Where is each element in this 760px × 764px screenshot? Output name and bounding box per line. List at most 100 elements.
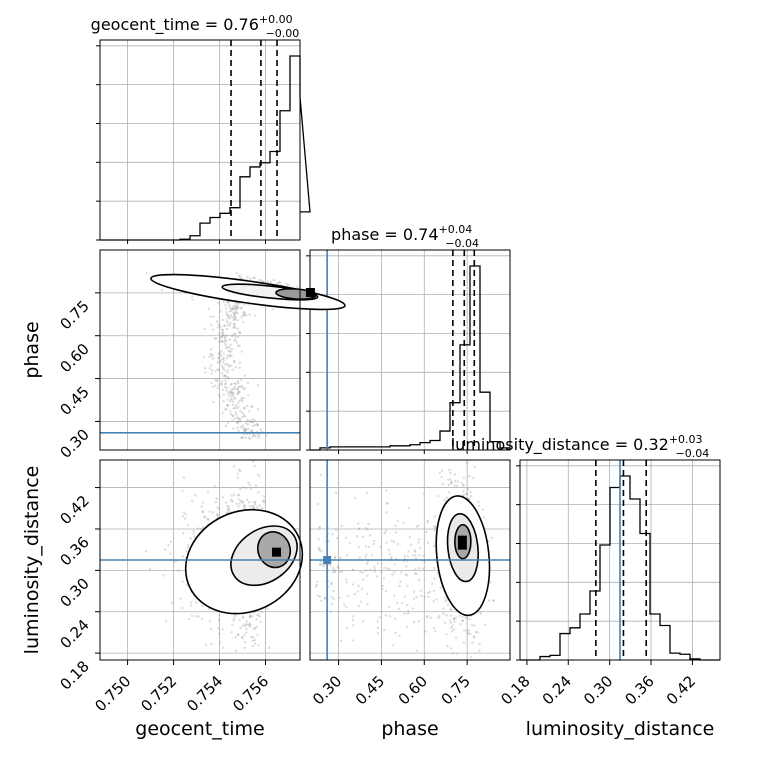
sample-point — [316, 594, 319, 597]
sample-point — [478, 643, 481, 646]
sample-point — [223, 385, 227, 389]
sample-point — [227, 349, 230, 352]
sample-point — [170, 601, 173, 604]
sample-point — [473, 624, 476, 627]
sample-point — [428, 590, 432, 593]
sample-point — [249, 615, 252, 618]
sample-point — [253, 642, 257, 645]
sample-point — [243, 428, 246, 431]
sample-point — [351, 568, 355, 572]
sample-point — [243, 374, 247, 377]
sample-point — [217, 356, 220, 359]
sample-point — [224, 379, 227, 382]
sample-point — [217, 326, 220, 329]
sample-point — [211, 385, 214, 389]
sample-point — [417, 538, 421, 541]
sample-point — [208, 355, 211, 358]
sample-point — [426, 519, 430, 523]
sample-point — [445, 614, 448, 617]
sample-point — [236, 344, 240, 347]
sample-point — [318, 526, 321, 529]
sample-point — [249, 613, 252, 616]
sample-point — [232, 326, 235, 329]
sample-point — [239, 410, 242, 413]
sample-point — [405, 603, 409, 607]
sample-point — [200, 505, 203, 508]
sample-point — [249, 420, 252, 423]
sample-point — [489, 581, 492, 584]
sample-point — [345, 554, 349, 557]
sample-point — [339, 570, 342, 573]
sample-point — [244, 415, 247, 418]
sample-point — [210, 642, 213, 646]
sample-point — [229, 383, 232, 386]
sample-point — [226, 323, 229, 327]
sample-point — [219, 641, 222, 644]
sample-point — [228, 306, 232, 309]
sample-point — [384, 590, 388, 593]
sample-point — [204, 367, 207, 370]
sample-point — [388, 567, 391, 571]
sample-point — [470, 655, 473, 659]
sample-point — [422, 554, 425, 558]
sample-point — [217, 357, 221, 360]
sample-point — [351, 583, 355, 586]
sample-point — [204, 643, 208, 646]
sample-point — [450, 630, 454, 633]
sample-point — [230, 395, 233, 398]
sample-point — [465, 617, 469, 620]
sample-point — [218, 614, 221, 617]
sample-point — [487, 599, 491, 602]
sample-point — [220, 335, 223, 338]
sample-point — [224, 375, 227, 379]
sample-point — [388, 615, 392, 618]
sample-point — [426, 521, 429, 524]
sample-point — [228, 315, 231, 318]
sample-point — [358, 527, 361, 530]
sample-point — [224, 424, 227, 428]
sample-point — [253, 423, 257, 427]
sample-point — [243, 313, 246, 317]
sample-point — [221, 496, 225, 499]
sample-point — [237, 493, 240, 496]
sample-point — [236, 306, 239, 309]
sample-point — [233, 333, 237, 336]
sample-point — [214, 379, 217, 382]
sample-point — [366, 592, 369, 595]
sample-point — [243, 311, 247, 314]
sample-point — [388, 553, 392, 556]
sample-point — [257, 644, 260, 647]
sample-point — [336, 565, 339, 568]
sample-point — [235, 311, 238, 314]
sample-point — [237, 381, 240, 384]
sample-point — [237, 633, 240, 637]
sample-point — [464, 492, 467, 496]
sample-point — [241, 500, 245, 503]
sample-point — [226, 421, 230, 424]
sample-point — [398, 584, 401, 588]
sample-point — [414, 554, 417, 557]
sample-point — [245, 486, 248, 490]
sample-point — [225, 357, 228, 360]
sample-point — [253, 627, 256, 631]
panel-border — [99, 459, 301, 661]
sample-point — [228, 345, 231, 349]
sample-point — [236, 422, 239, 425]
sample-point — [406, 555, 409, 558]
sample-point — [372, 542, 375, 546]
sample-point — [240, 315, 243, 319]
sample-point — [330, 582, 333, 586]
sample-point — [240, 350, 244, 353]
sample-point — [226, 371, 229, 374]
sample-point — [420, 594, 423, 598]
sample-point — [216, 387, 219, 390]
title-phase: phase = 0.74+0.04 −0.04 — [331, 223, 479, 250]
sample-point — [331, 569, 335, 572]
sample-point — [407, 550, 410, 553]
sample-point — [391, 573, 394, 576]
sample-point — [318, 549, 321, 552]
sample-point — [356, 534, 359, 538]
sample-point — [233, 313, 236, 316]
sample-point — [221, 628, 224, 631]
sample-point — [478, 610, 482, 614]
